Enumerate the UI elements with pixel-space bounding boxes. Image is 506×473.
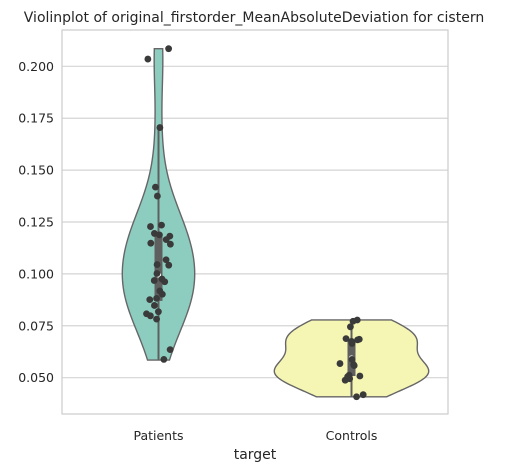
data-point <box>150 277 158 284</box>
x-tick-labels: Patients Controls <box>133 428 377 443</box>
y-tick-label: 0.125 <box>18 215 54 230</box>
data-point <box>153 294 160 302</box>
y-tick-label: 0.100 <box>18 266 54 281</box>
data-point <box>342 335 350 343</box>
data-point <box>146 312 154 320</box>
data-point <box>154 308 162 316</box>
data-point <box>165 261 173 269</box>
data-point <box>348 340 356 347</box>
plot-frame <box>61 29 449 415</box>
data-point <box>152 183 159 191</box>
data-point <box>166 240 174 248</box>
data-point <box>144 55 152 63</box>
data-point <box>359 391 367 399</box>
y-tick-label: 0.175 <box>18 111 54 126</box>
data-point <box>156 124 164 131</box>
y-tick-label: 0.075 <box>18 318 54 333</box>
data-point <box>158 290 166 298</box>
data-point <box>356 372 364 380</box>
y-tick-label: 0.050 <box>18 370 54 385</box>
data-point <box>165 45 173 53</box>
data-points <box>143 45 367 401</box>
data-point <box>354 336 361 344</box>
violins <box>121 47 430 398</box>
x-tick-label: Patients <box>133 428 183 443</box>
data-point <box>153 192 161 200</box>
data-point <box>347 323 354 331</box>
data-point <box>147 239 155 247</box>
data-point <box>153 315 160 323</box>
data-point <box>161 278 169 286</box>
data-point <box>153 270 161 277</box>
data-point <box>341 376 349 384</box>
y-tick-label: 0.150 <box>18 163 54 178</box>
data-point <box>158 221 165 229</box>
data-point <box>147 223 154 230</box>
data-point <box>146 296 154 304</box>
data-point <box>348 356 356 363</box>
y-tick-labels: 0.050 0.075 0.100 0.125 0.150 0.175 0.200 <box>18 59 54 385</box>
y-tick-label: 0.200 <box>18 59 54 74</box>
chart-title: Violinplot of original_firstorder_MeanAb… <box>24 10 484 26</box>
data-point <box>336 360 344 367</box>
data-point <box>349 317 357 325</box>
data-point <box>353 393 360 401</box>
data-point <box>156 231 163 239</box>
data-point <box>162 236 170 244</box>
data-point <box>153 261 161 268</box>
data-point <box>162 256 170 264</box>
data-point <box>166 346 174 354</box>
x-axis-label: target <box>234 447 277 463</box>
data-point <box>151 302 158 309</box>
data-point <box>350 362 358 370</box>
data-point <box>160 356 168 363</box>
x-tick-label: Controls <box>326 428 378 443</box>
